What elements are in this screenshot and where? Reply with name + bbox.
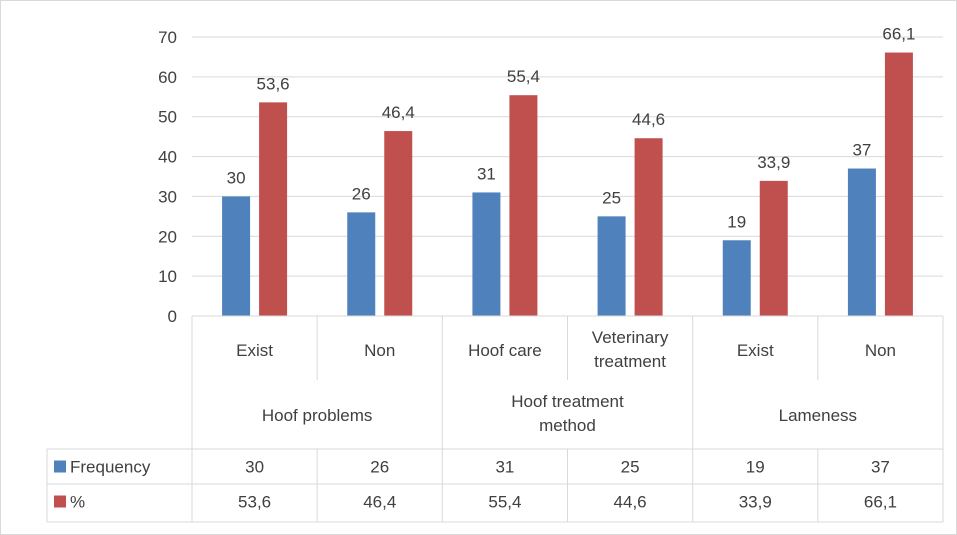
group-label: Hoof treatment [511, 392, 624, 411]
bar-frequency [222, 196, 251, 316]
bar-frequency [597, 216, 626, 316]
category-label: Non [364, 341, 395, 360]
data-label-percent: 55,4 [507, 67, 540, 86]
data-label-frequency: 19 [727, 212, 746, 231]
group-label: method [539, 416, 596, 435]
table-cell: 46,4 [363, 493, 396, 512]
category-label: treatment [594, 352, 666, 371]
y-tick-label: 30 [158, 187, 177, 206]
gridlines [192, 36, 943, 277]
table-cell: 25 [621, 458, 640, 477]
table-cell: 55,4 [488, 493, 521, 512]
legend-label: % [70, 493, 85, 512]
data-label-frequency: 31 [477, 164, 496, 183]
data-label-percent: 46,4 [382, 103, 415, 122]
category-label: Exist [737, 341, 774, 360]
table-cell: 53,6 [238, 493, 271, 512]
category-axis [191, 315, 944, 522]
data-label-frequency: 30 [227, 168, 246, 187]
bar-percent [509, 95, 538, 316]
y-tick-label: 10 [158, 267, 177, 286]
y-tick-label: 0 [168, 307, 177, 326]
legend-key-percent [54, 495, 66, 508]
data-label-frequency: 25 [602, 188, 621, 207]
data-table: Frequency 30 26 31 25 19 37% 53,6 46,4 55,4 44,6 33… [46, 316, 944, 523]
group-labels: Hoof problems Hoof treatment method Lamenes… [262, 392, 857, 435]
table-cell: 26 [370, 458, 389, 477]
bar-percent [634, 138, 663, 316]
legend-key-frequency [54, 460, 66, 473]
bar-frequency [347, 212, 376, 316]
table-cell: 19 [746, 458, 765, 477]
table-cell: 44,6 [614, 493, 647, 512]
data-label-frequency: 37 [852, 141, 871, 160]
table-cell: 66,1 [864, 493, 897, 512]
bar-percent [384, 131, 413, 316]
data-label-frequency: 26 [352, 184, 371, 203]
table-cell: 37 [871, 458, 890, 477]
y-tick-label: 70 [158, 28, 177, 47]
table-cell: 33,9 [739, 493, 772, 512]
data-label-percent: 66,1 [882, 25, 915, 44]
bar-frequency [722, 240, 751, 316]
bar-percent [759, 180, 788, 316]
bars [222, 52, 913, 317]
category-label: Non [865, 341, 896, 360]
y-axis: 0 10 20 30 40 50 60 70 [158, 28, 177, 326]
category-label: Hoof care [468, 341, 542, 360]
y-tick-label: 60 [158, 68, 177, 87]
bar-frequency [847, 168, 876, 316]
table-cell: 30 [245, 458, 264, 477]
bar-percent [884, 52, 913, 317]
data-labels: 30 53,6 26 46,4 31 55,4 25 44,6 19 33,9 37 66,1 [227, 25, 916, 232]
legend-label: Frequency [70, 458, 151, 477]
group-label: Hoof problems [262, 406, 373, 425]
data-label-percent: 53,6 [257, 74, 290, 93]
category-label: Exist [236, 341, 273, 360]
y-tick-label: 50 [158, 108, 177, 127]
y-tick-label: 20 [158, 227, 177, 246]
data-label-percent: 33,9 [757, 153, 790, 172]
group-label: Lameness [779, 406, 857, 425]
bar-frequency [472, 192, 501, 316]
table-cell: 31 [495, 458, 514, 477]
data-label-percent: 44,6 [632, 110, 665, 129]
bar-percent [259, 102, 288, 316]
category-labels: Exist Non Hoof care Veterinary treatment Exis… [236, 328, 896, 371]
category-label: Veterinary [592, 328, 669, 347]
y-tick-label: 40 [158, 148, 177, 167]
